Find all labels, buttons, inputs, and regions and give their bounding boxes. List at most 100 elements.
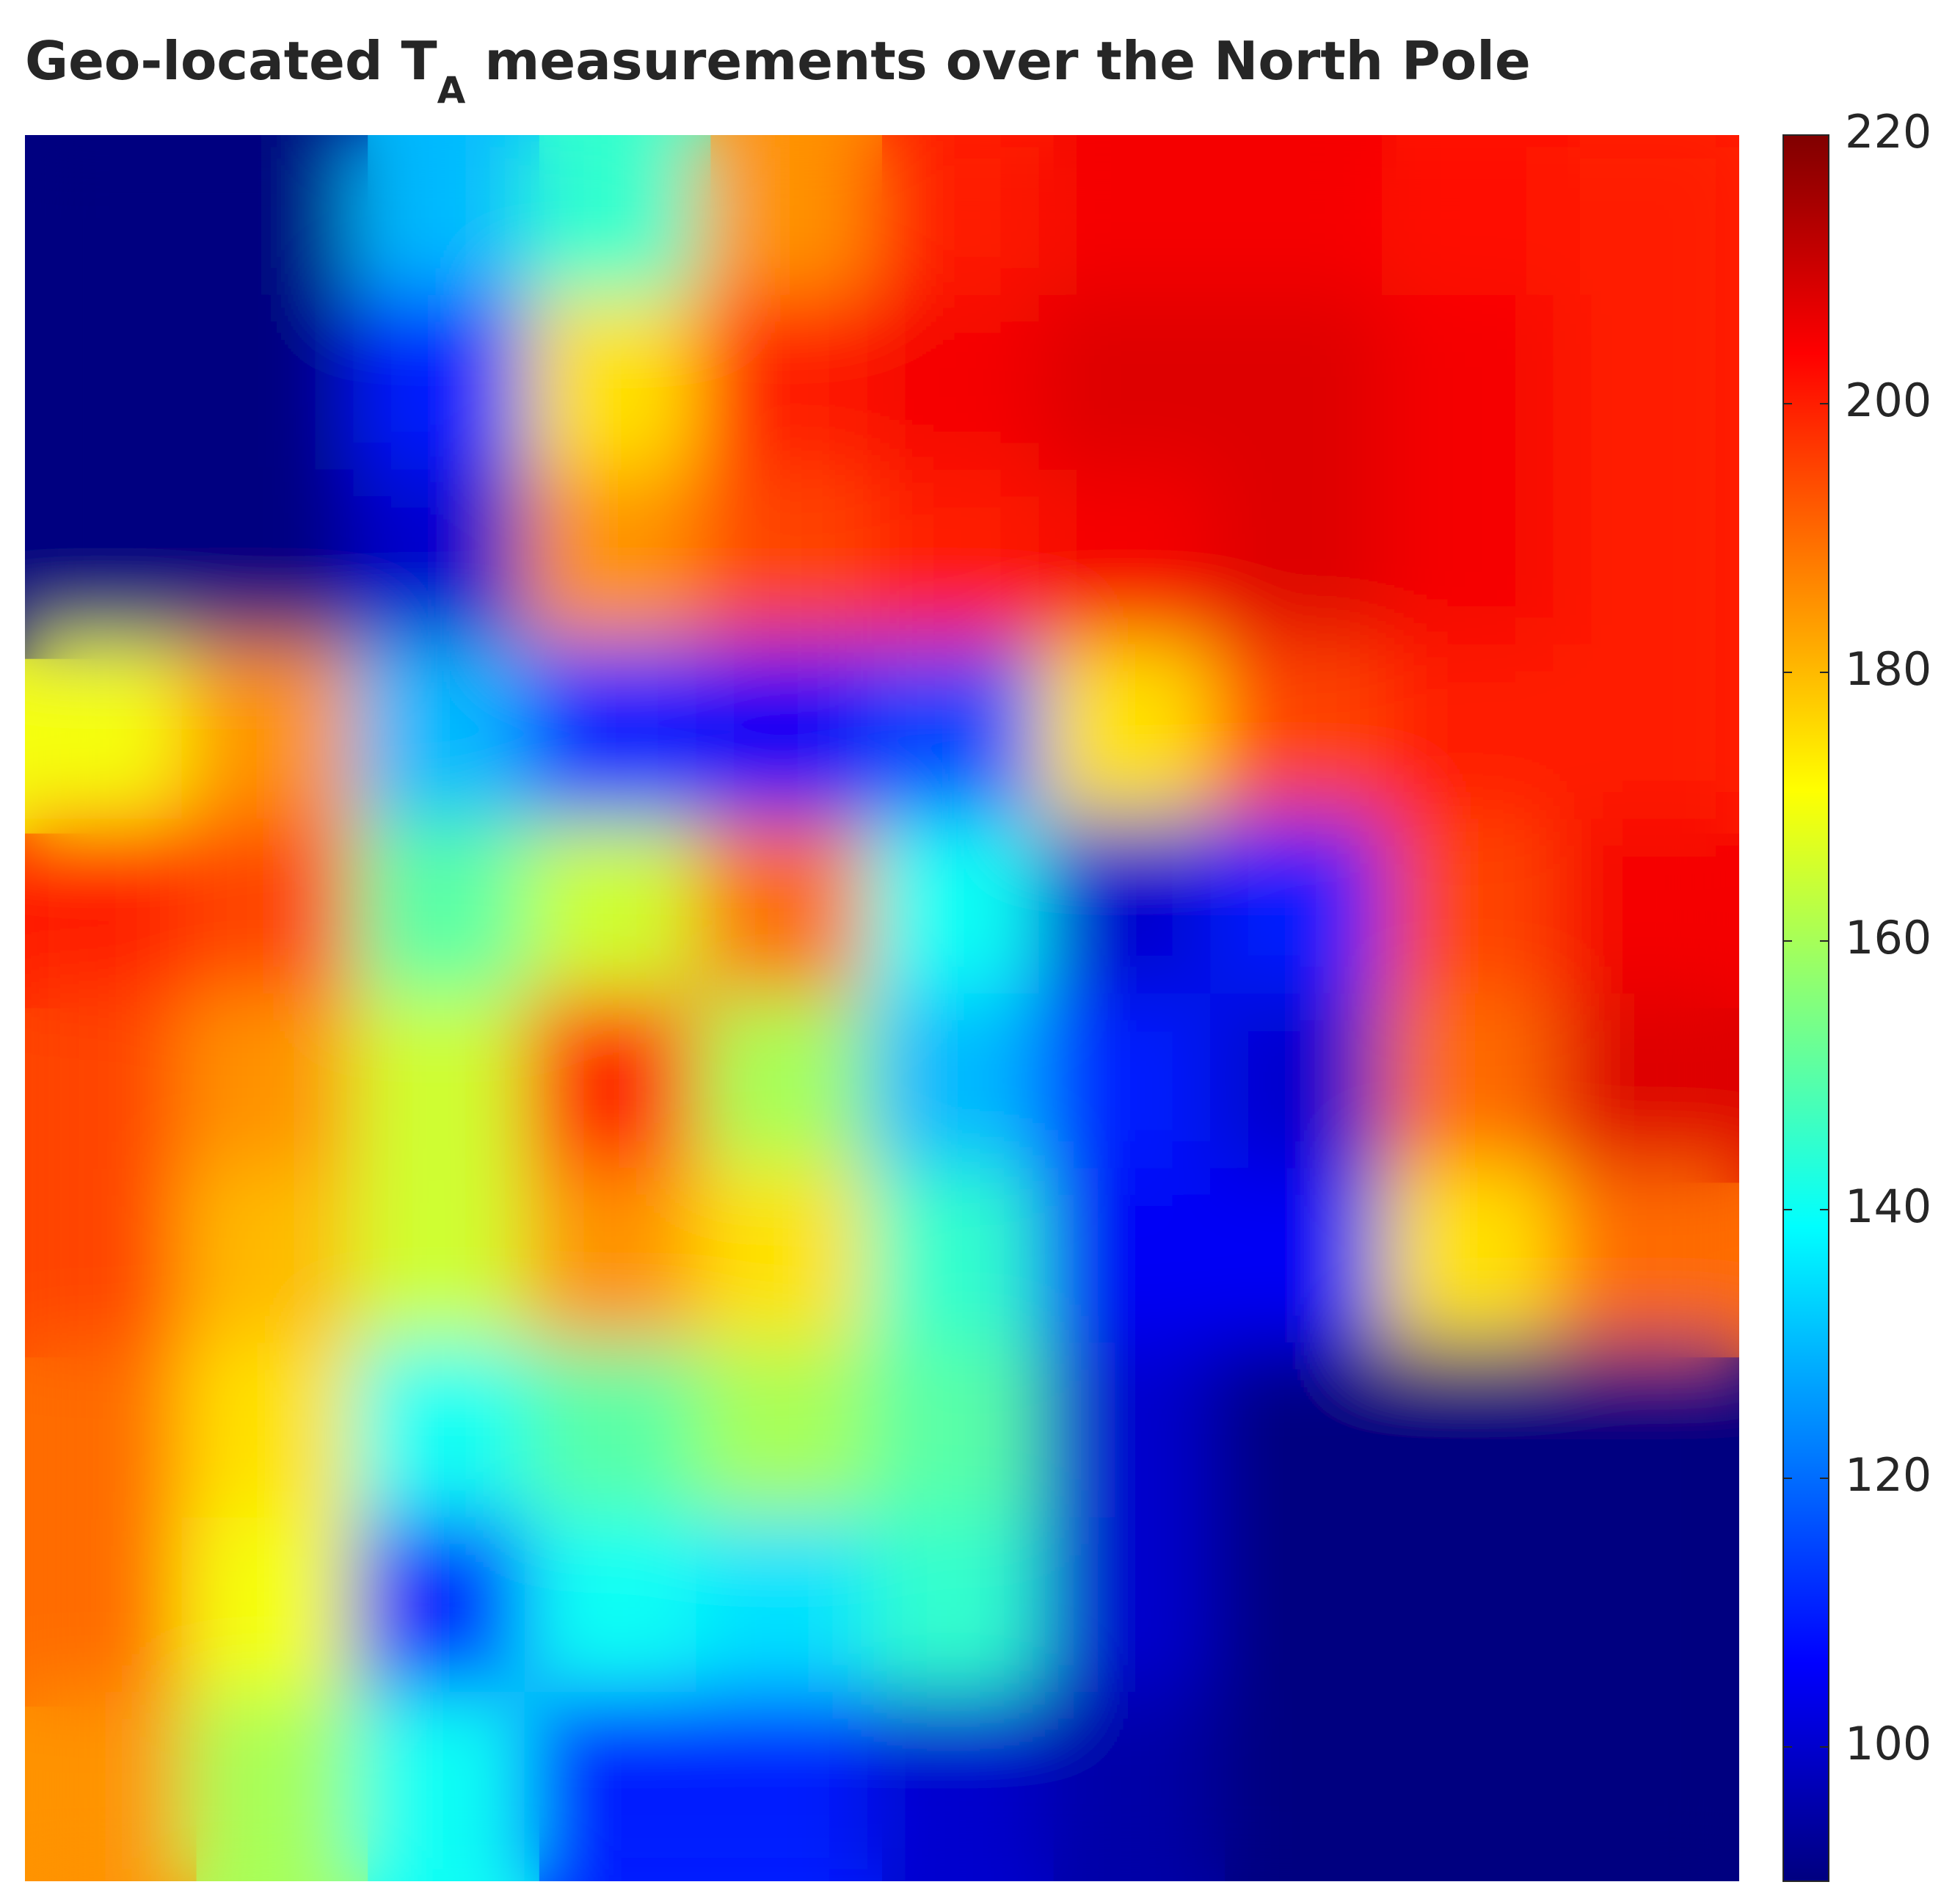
heat-cell-smooth [353, 1517, 554, 1722]
heat-cell-smooth [696, 644, 897, 849]
heat-cell-smooth [1038, 644, 1240, 849]
heat-cell-smooth [1210, 1517, 1411, 1722]
heat-cell-smooth [353, 294, 554, 499]
heat-cell-smooth [181, 818, 383, 1023]
heat-cell-smooth [696, 1342, 897, 1547]
heat-cell-smooth [524, 135, 726, 324]
heat-cell-smooth [867, 644, 1068, 849]
heat-cell-smooth [353, 644, 554, 849]
heat-cell-smooth [181, 1168, 383, 1373]
title-rest: measurements over the North Pole [484, 30, 1530, 92]
heat-cell-smooth [696, 993, 897, 1198]
colorbar-tick-label: 140 [1845, 1180, 1931, 1233]
heat-cell-smooth [1381, 993, 1583, 1198]
heat-cell-smooth [1038, 294, 1240, 499]
heat-cell-smooth [181, 1342, 383, 1547]
heat-cell-smooth [25, 644, 211, 849]
colorbar-fill [1782, 134, 1829, 1882]
heat-cell-smooth [524, 818, 726, 1023]
heat-cell-smooth [1381, 1168, 1583, 1373]
heat-cell-smooth [1381, 1517, 1583, 1722]
heat-cell-smooth [1210, 469, 1411, 674]
heat-cell-smooth [1210, 993, 1411, 1198]
heat-cell-smooth [867, 469, 1068, 674]
heat-cell-smooth [353, 993, 554, 1198]
heat-cell-smooth [696, 294, 897, 499]
heat-cell-smooth [524, 1168, 726, 1373]
heat-cell-smooth [867, 294, 1068, 499]
heat-cell-smooth [25, 135, 211, 324]
heat-cell-smooth [353, 1692, 554, 1881]
colorbar-tick-label: 220 [1845, 105, 1931, 159]
heat-cell-smooth [25, 1692, 211, 1881]
heat-cell-smooth [1553, 644, 1739, 849]
heat-cell-smooth [867, 1692, 1068, 1881]
colorbar-tick-label: 200 [1845, 374, 1931, 427]
heat-cell-smooth [1553, 1692, 1739, 1881]
heat-cell-smooth [1381, 818, 1583, 1023]
heat-cell-smooth [524, 993, 726, 1198]
heat-cell-smooth [25, 1168, 211, 1373]
heat-cell-smooth [1210, 818, 1411, 1023]
heat-cell-smooth [181, 993, 383, 1198]
heat-cell-smooth [1210, 644, 1411, 849]
heat-cell-smooth [524, 469, 726, 674]
heat-cell-smooth [867, 135, 1068, 324]
title-main: Geo-located T [25, 30, 437, 92]
heat-cell-smooth [1553, 135, 1739, 324]
heat-cell-smooth [1038, 1342, 1240, 1547]
colorbar: 100 120 140 160 180 200 220 [1782, 105, 1931, 1882]
colorbar-tick-label: 160 [1845, 911, 1931, 964]
heat-cell-smooth [1381, 469, 1583, 674]
heat-cell-smooth [181, 135, 383, 324]
heat-cell-smooth [1210, 1342, 1411, 1547]
heat-cell-smooth [1381, 1692, 1583, 1881]
heat-cell-smooth [25, 818, 211, 1023]
heat-cell-smooth [1553, 469, 1739, 674]
heat-cell-smooth [25, 993, 211, 1198]
heat-cell-smooth [867, 993, 1068, 1198]
heat-cell-smooth [1210, 1168, 1411, 1373]
heat-cell-smooth [181, 1692, 383, 1881]
heat-cell-smooth [25, 1517, 211, 1722]
heat-cell-smooth [1038, 818, 1240, 1023]
heat-cell-smooth [524, 294, 726, 499]
heat-cell-smooth [696, 818, 897, 1023]
chart-title: Geo-located TA measurements over the Nort… [25, 30, 1531, 112]
heat-cell-smooth [1381, 644, 1583, 849]
heat-cell-smooth [1038, 1168, 1240, 1373]
colorbar-tick-label: 120 [1845, 1448, 1931, 1502]
heat-cell-smooth [524, 644, 726, 849]
heat-cell-smooth [524, 1517, 726, 1722]
heat-cell-smooth [1553, 294, 1739, 499]
heat-cell-smooth [353, 1168, 554, 1373]
heat-cell-smooth [1553, 1342, 1739, 1547]
heat-cell-smooth [1038, 993, 1240, 1198]
heat-cell-smooth [1553, 1517, 1739, 1722]
heat-cell-smooth [696, 135, 897, 324]
heat-cell-smooth [696, 1692, 897, 1881]
heat-cell-smooth [1381, 294, 1583, 499]
heat-cell-smooth [1038, 135, 1240, 324]
heat-cell-smooth [1038, 1517, 1240, 1722]
heat-cell-smooth [181, 1517, 383, 1722]
heat-cell-smooth [353, 1342, 554, 1547]
heat-cell-smooth [696, 1517, 897, 1722]
heat-cell-smooth [1553, 1168, 1739, 1373]
heat-cell-smooth [1210, 135, 1411, 324]
heat-cell-smooth [867, 818, 1068, 1023]
heat-cell-smooth [1553, 993, 1739, 1198]
heat-cell-smooth [867, 1342, 1068, 1547]
heat-cell-smooth [524, 1342, 726, 1547]
heat-cell-smooth [353, 135, 554, 324]
colorbar-tick-label: 180 [1845, 642, 1931, 696]
heatmap-smooth [25, 135, 1739, 1881]
heat-cell-smooth [867, 1168, 1068, 1373]
heat-cell-smooth [1381, 1342, 1583, 1547]
title-subscript: A [437, 69, 466, 112]
heat-cell-smooth [1038, 1692, 1240, 1881]
heat-cell-smooth [181, 644, 383, 849]
heat-cell-smooth [867, 1517, 1068, 1722]
heat-cell-smooth [1038, 469, 1240, 674]
